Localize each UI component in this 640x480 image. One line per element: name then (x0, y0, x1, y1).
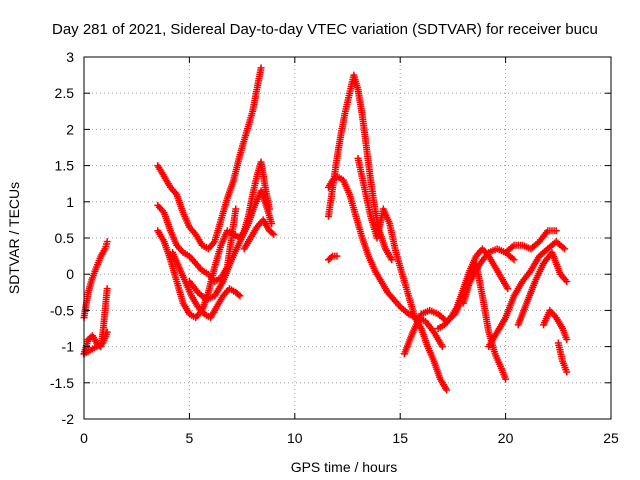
x-tick-label: 20 (498, 430, 514, 446)
data-point (235, 291, 243, 299)
series-track-d (154, 64, 265, 253)
data-point (232, 205, 240, 213)
data-point (103, 238, 111, 246)
data-point (103, 328, 111, 336)
grid (84, 57, 611, 419)
y-tick-label: -0.5 (50, 302, 74, 318)
series-track-g (169, 248, 244, 322)
x-axis-label: GPS time / hours (291, 459, 398, 475)
series-track-h (185, 187, 276, 304)
data-point (236, 292, 244, 300)
series-track-o (434, 245, 512, 332)
data-point (502, 375, 510, 383)
series-track-l (325, 252, 341, 264)
data-point (443, 386, 451, 394)
data-point (552, 227, 560, 235)
data-point (563, 335, 571, 343)
x-tick-label: 25 (603, 430, 619, 446)
y-tick-label: 1.5 (55, 158, 75, 174)
axis-ticks: 0 5 10 15 20 25 -2 -1.5 -1 -0.5 0 0.5 1 1.5 2 2.5 3 (50, 49, 619, 446)
series-track-i (240, 216, 278, 253)
data-point (438, 343, 446, 351)
data-point (257, 64, 265, 72)
data-point (268, 220, 276, 228)
series-track-m (354, 154, 451, 394)
series-track-u (554, 339, 571, 376)
data-series (80, 64, 571, 394)
chart-title: Day 281 of 2021, Sidereal Day-to-day VTE… (52, 21, 598, 38)
data-point (388, 256, 396, 264)
data-point (504, 285, 512, 293)
data-point (268, 229, 276, 237)
y-tick-label: 1 (66, 194, 74, 210)
series-track-c (80, 328, 111, 358)
data-point (561, 245, 569, 253)
y-tick-label: 2.5 (55, 85, 75, 101)
data-point (563, 277, 571, 285)
y-tick-label: -2 (62, 411, 75, 427)
y-tick-label: 0.5 (55, 230, 75, 246)
data-point (103, 285, 111, 293)
y-tick-label: -1.5 (50, 375, 74, 391)
x-tick-label: 0 (80, 430, 88, 446)
data-point (510, 256, 518, 264)
series-track-s (514, 248, 571, 329)
y-tick-label: 3 (66, 49, 74, 65)
y-tick-label: 2 (66, 121, 74, 137)
x-tick-label: 15 (392, 430, 408, 446)
y-tick-label: -1 (62, 339, 75, 355)
y-axis-label: SDTVAR / TECUs (6, 182, 22, 294)
series-track-j (325, 71, 396, 264)
x-tick-label: 10 (287, 430, 303, 446)
series-track-q (485, 238, 569, 351)
series-track-k (325, 172, 446, 351)
data-point (327, 253, 335, 261)
y-tick-label: 0 (66, 266, 74, 282)
series-track-r (502, 227, 560, 256)
series-track-t (540, 306, 571, 343)
data-point (333, 252, 341, 260)
data-point (563, 368, 571, 376)
data-point (270, 230, 278, 238)
x-tick-label: 5 (186, 430, 194, 446)
